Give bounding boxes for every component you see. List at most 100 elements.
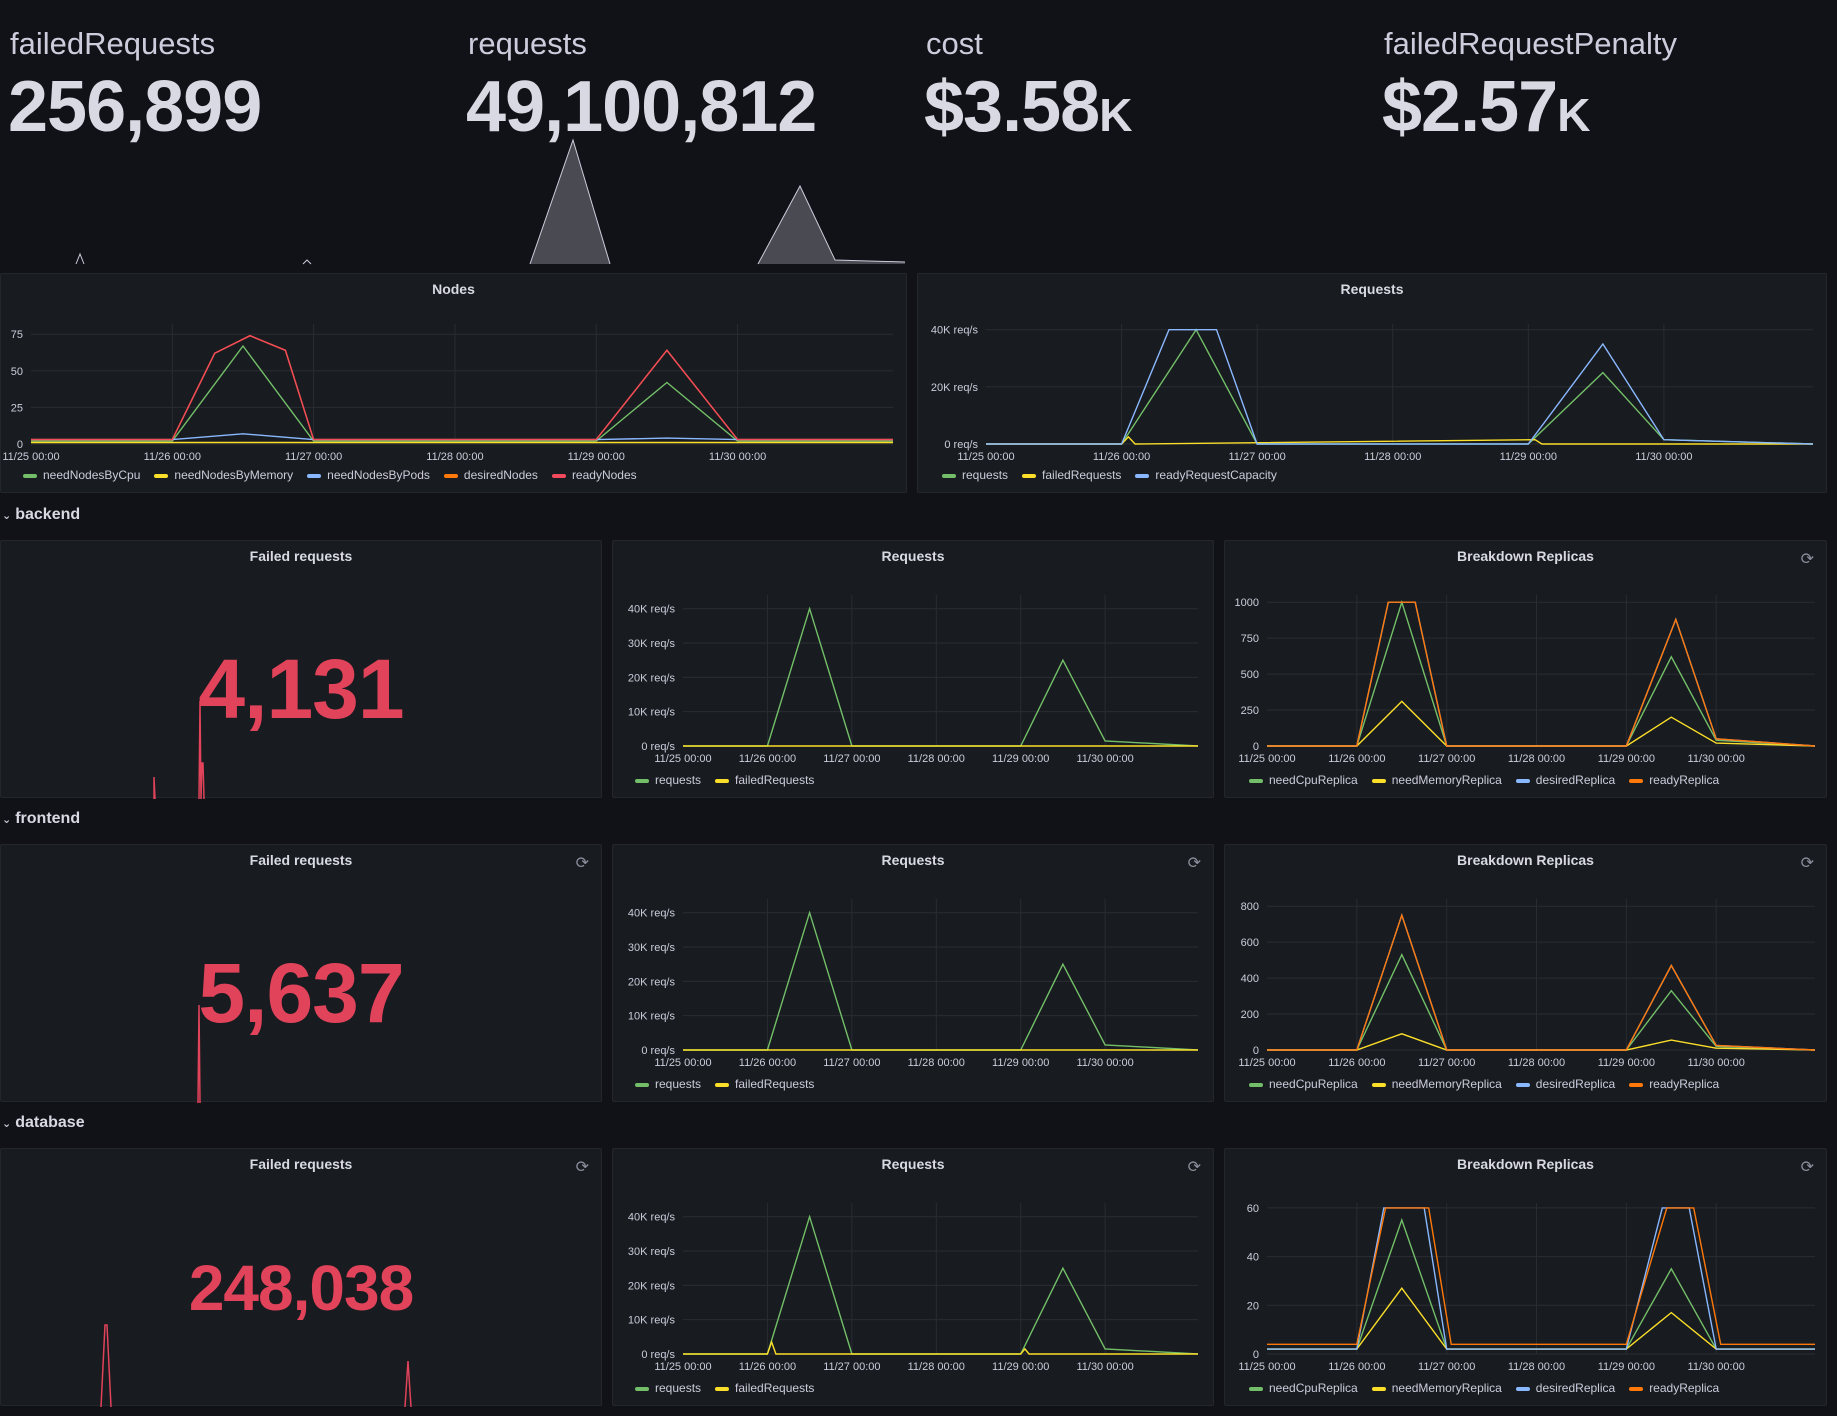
y-tick-label: 500	[1241, 669, 1259, 681]
panel-breakdown-replicas[interactable]: Breakdown Replicas ⟳ 0 200 400 600 800 11/25 …	[1224, 844, 1827, 1102]
panel-nodes[interactable]: Nodes 0 25 50 75 11/25 00:00 11/26 00:00 11/27…	[0, 273, 907, 493]
legend-item[interactable]: requests	[635, 1077, 701, 1091]
row-header-backend[interactable]: ⌄ backend	[0, 503, 80, 527]
x-tick-label: 11/26 00:00	[144, 451, 201, 463]
legend-label: readyRequestCapacity	[1155, 468, 1277, 482]
x-tick-label: 11/30 00:00	[1076, 753, 1133, 765]
requests-chart: 0 req/s 10K req/s 20K req/s 30K req/s 40K re…	[628, 1203, 1199, 1373]
legend-item[interactable]: needCpuReplica	[1249, 1077, 1358, 1091]
panel-requests[interactable]: Requests ⟳ 0 req/s 10K req/s 20K req/s 30K …	[612, 1148, 1214, 1406]
series-line-needNodesByCpu	[31, 344, 893, 442]
legend-item[interactable]: needMemoryReplica	[1371, 773, 1502, 787]
series-line-failedRequests	[683, 1339, 1198, 1355]
legend-item[interactable]: needMemoryReplica	[1371, 1077, 1502, 1091]
legend-item[interactable]: needCpuReplica	[1249, 1381, 1358, 1395]
legend-item[interactable]: desiredReplica	[1515, 1077, 1616, 1091]
panel-title: Nodes	[432, 281, 475, 297]
legend-item[interactable]: readyReplica	[1629, 773, 1719, 787]
row-header-frontend[interactable]: ⌄ frontend	[0, 807, 80, 831]
legend-item[interactable]: desiredReplica	[1515, 773, 1616, 787]
panel-requests[interactable]: Requests 0 req/s 10K req/s 20K req/s 30K re…	[612, 540, 1214, 798]
legend-item[interactable]: requests	[942, 468, 1008, 482]
chevron-down-icon[interactable]: ⌄	[2, 814, 12, 826]
legend-label: needMemoryReplica	[1391, 1077, 1502, 1091]
legend-item[interactable]: readyRequestCapacity	[1135, 468, 1277, 482]
stat-cost[interactable]: cost $3.58K	[916, 8, 1372, 264]
series-line-readyRequestCapacity	[986, 329, 1814, 445]
legend-item[interactable]: requests	[635, 773, 701, 787]
failed-requests-value: 4,131	[198, 642, 404, 736]
y-tick-label: 10K req/s	[628, 1315, 676, 1327]
legend-item[interactable]: failedRequests	[715, 1381, 814, 1395]
legend-item[interactable]: needMemoryReplica	[1371, 1381, 1502, 1395]
legend-item[interactable]: requests	[635, 1381, 701, 1395]
panel-requests[interactable]: Requests ⟳ 0 req/s 10K req/s 20K req/s 30K …	[612, 844, 1214, 1102]
stat-failed-request-penalty[interactable]: failedRequestPenalty $2.57K	[1374, 8, 1830, 264]
legend-label: readyReplica	[1649, 773, 1720, 787]
legend-item[interactable]: desiredNodes	[443, 468, 538, 482]
legend-swatch	[715, 1386, 730, 1391]
legend-label: needMemoryReplica	[1391, 1381, 1502, 1395]
legend-label: readyReplica	[1649, 1077, 1720, 1091]
y-tick-label: 40	[1247, 1252, 1259, 1264]
refresh-icon[interactable]: ⟳	[1800, 551, 1814, 568]
failed-sparkline	[153, 700, 205, 800]
legend-item[interactable]: readyReplica	[1629, 1381, 1719, 1395]
legend-item[interactable]: failedRequests	[715, 773, 814, 787]
chevron-down-icon[interactable]: ⌄	[2, 1118, 12, 1130]
legend-swatch	[1515, 778, 1530, 783]
x-tick-label: 11/25 00:00	[654, 1361, 711, 1373]
series-line-readyReplica	[1267, 601, 1816, 747]
x-tick-label: 11/30 00:00	[1688, 753, 1745, 765]
legend-item[interactable]: failedRequests	[1022, 468, 1121, 482]
refresh-icon[interactable]: ⟳	[575, 855, 589, 872]
stat-title: failedRequestPenalty	[1384, 26, 1677, 61]
refresh-icon[interactable]: ⟳	[575, 1159, 589, 1176]
legend-item[interactable]: readyReplica	[1629, 1077, 1719, 1091]
legend-item[interactable]: needNodesByMemory	[154, 468, 293, 482]
legend-swatch	[1629, 778, 1644, 783]
x-tick-label: 11/28 00:00	[1508, 1361, 1565, 1373]
legend-label: desiredReplica	[1535, 773, 1616, 787]
panel-requests[interactable]: Requests 0 req/s 20K req/s 40K req/s 11/25 …	[917, 273, 1827, 493]
x-tick-label: 11/26 00:00	[739, 1361, 796, 1373]
chevron-down-icon[interactable]: ⌄	[2, 510, 12, 522]
refresh-icon[interactable]: ⟳	[1800, 1159, 1814, 1176]
refresh-icon[interactable]: ⟳	[1800, 855, 1814, 872]
x-tick-label: 11/26 00:00	[739, 753, 796, 765]
stat-requests[interactable]: requests 49,100,812	[458, 8, 914, 264]
panel-failed-requests[interactable]: Failed requests ⟳ 248,038	[0, 1148, 602, 1408]
y-tick-label: 40K req/s	[628, 604, 676, 616]
panel-failed-requests[interactable]: Failed requests ⟳ 5,637	[0, 844, 602, 1104]
row-header-database[interactable]: ⌄ database	[0, 1111, 85, 1135]
series-line-desiredNodes	[31, 334, 893, 441]
x-tick-label: 11/30 00:00	[1076, 1361, 1133, 1373]
x-tick-label: 11/25 00:00	[1238, 1057, 1295, 1069]
panel-failed-requests[interactable]: Failed requests 4,131	[0, 540, 602, 800]
x-tick-label: 11/30 00:00	[1635, 451, 1692, 463]
x-tick-label: 11/28 00:00	[908, 753, 965, 765]
legend-label: needMemoryReplica	[1391, 773, 1502, 787]
stat-failed-requests[interactable]: failedRequests 256,899	[0, 8, 456, 264]
failed-requests-value: 5,637	[198, 946, 404, 1040]
panel-title: Failed requests	[249, 548, 353, 564]
panel-breakdown-replicas[interactable]: Breakdown Replicas ⟳ 0 20 40 60 11/25 00:00 1…	[1224, 1148, 1827, 1406]
refresh-icon[interactable]: ⟳	[1187, 1159, 1201, 1176]
series-line-desiredReplica	[1267, 912, 1816, 1051]
replicas-chart: 0 20 40 60 11/25 00:00 11/26 00:00 11/27 00:00…	[1238, 1203, 1815, 1373]
legend-item[interactable]: failedRequests	[715, 1077, 814, 1091]
sparkline-line	[757, 184, 906, 265]
legend-item[interactable]: needCpuReplica	[1249, 773, 1358, 787]
x-tick-label: 11/29 00:00	[1598, 1361, 1655, 1373]
legend-item[interactable]: needNodesByCpu	[23, 468, 140, 482]
panel-breakdown-replicas[interactable]: Breakdown Replicas ⟳ 0 250 500 750 1000 11/25…	[1224, 540, 1827, 798]
legend-label: desiredReplica	[1535, 1077, 1616, 1091]
y-tick-label: 250	[1241, 705, 1259, 717]
legend-item[interactable]: needNodesByPods	[307, 468, 430, 482]
refresh-icon[interactable]: ⟳	[1187, 855, 1201, 872]
legend-item[interactable]: readyNodes	[551, 468, 637, 482]
series-line-needCpuReplica	[1267, 1217, 1815, 1350]
legend-label: readyReplica	[1649, 1381, 1720, 1395]
x-tick-label: 11/29 00:00	[1500, 451, 1557, 463]
legend-item[interactable]: desiredReplica	[1515, 1381, 1615, 1395]
